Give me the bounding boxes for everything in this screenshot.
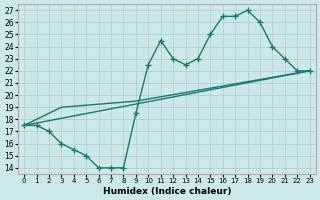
X-axis label: Humidex (Indice chaleur): Humidex (Indice chaleur) — [103, 187, 231, 196]
